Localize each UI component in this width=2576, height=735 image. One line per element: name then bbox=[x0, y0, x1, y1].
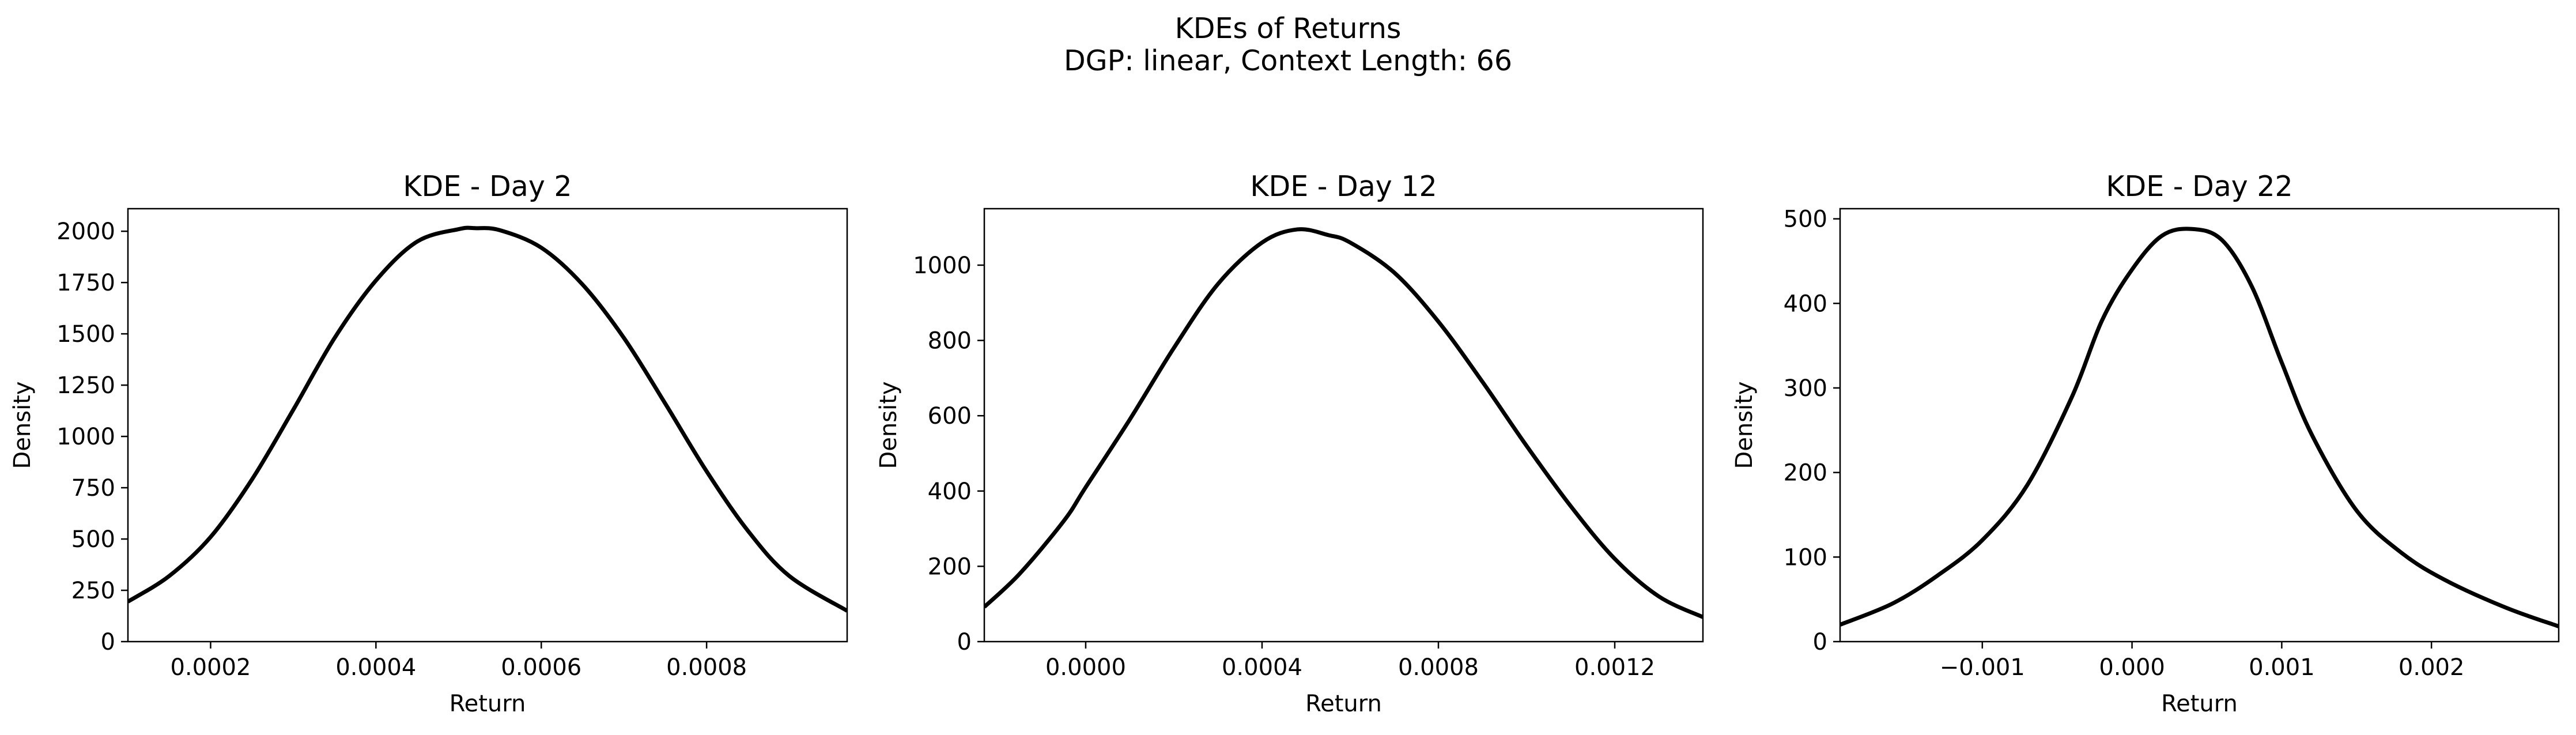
x-tick-label: 0.0008 bbox=[1398, 654, 1479, 681]
y-axis-label: Density bbox=[875, 381, 902, 469]
y-tick-label: 250 bbox=[71, 578, 115, 604]
x-tick-label: 0.002 bbox=[2399, 654, 2465, 681]
kde-curve bbox=[1840, 227, 2559, 628]
y-tick-label: 750 bbox=[71, 475, 115, 502]
x-tick-label: 0.0008 bbox=[666, 654, 747, 681]
x-tick-label: 0.0000 bbox=[1045, 654, 1126, 681]
y-tick-label: 300 bbox=[1784, 375, 1827, 402]
x-tick-label: 0.0004 bbox=[1222, 654, 1302, 681]
x-tick-label: 0.001 bbox=[2249, 654, 2315, 681]
axes-frame bbox=[983, 208, 1704, 643]
subplot-title: KDE - Day 12 bbox=[1250, 170, 1437, 203]
y-tick-label: 1000 bbox=[913, 252, 972, 279]
y-tick-label: 0 bbox=[957, 629, 972, 655]
axes-frame bbox=[1839, 208, 2560, 643]
figure-subtitle: DGP: linear, Context Length: 66 bbox=[1064, 44, 1512, 77]
y-tick-label: 1750 bbox=[56, 270, 115, 296]
y-tick-label: 500 bbox=[71, 526, 115, 553]
y-tick-label: 1500 bbox=[56, 321, 115, 348]
y-tick-label: 800 bbox=[928, 328, 972, 355]
x-tick-label: 0.0002 bbox=[170, 654, 251, 681]
y-tick-label: 200 bbox=[1784, 460, 1827, 487]
subplot-title: KDE - Day 22 bbox=[2106, 170, 2292, 203]
kde-curve bbox=[128, 225, 847, 613]
x-tick-label: 0.000 bbox=[2099, 654, 2165, 681]
y-tick-label: 100 bbox=[1784, 544, 1827, 571]
kde-curve bbox=[984, 227, 1703, 619]
subplot-title: KDE - Day 2 bbox=[403, 170, 572, 203]
axes-frame bbox=[127, 208, 848, 643]
subplot-day-22: −0.001 0.000 0.001 0.002 0 100 200 300 400 500 KDE… bbox=[1731, 170, 2560, 717]
x-tick-label: 0.0012 bbox=[1574, 654, 1655, 681]
y-tick-label: 400 bbox=[1784, 291, 1827, 317]
x-tick-label: 0.0004 bbox=[335, 654, 416, 681]
subplot-day-12: 0.0000 0.0004 0.0008 0.0012 0 200 400 600 800 100… bbox=[875, 170, 1704, 717]
y-tick-label: 0 bbox=[1813, 629, 1827, 655]
y-tick-label: 2000 bbox=[56, 218, 115, 245]
y-tick-label: 0 bbox=[101, 629, 115, 655]
y-tick-label: 1250 bbox=[56, 372, 115, 399]
figure-title: KDEs of Returns bbox=[1175, 12, 1402, 45]
y-tick-label: 400 bbox=[928, 478, 972, 505]
x-axis-label: Return bbox=[1305, 691, 1382, 717]
subplot-day-2: 0.0002 0.0004 0.0006 0.0008 0 250 500 750 1000 12… bbox=[9, 170, 848, 717]
y-tick-label: 1000 bbox=[56, 424, 115, 450]
x-axis-label: Return bbox=[450, 691, 526, 717]
y-tick-label: 600 bbox=[928, 403, 972, 429]
y-axis-label: Density bbox=[1731, 381, 1758, 469]
y-tick-label: 500 bbox=[1784, 206, 1827, 233]
x-tick-label: −0.001 bbox=[1940, 654, 2025, 681]
y-axis-label: Density bbox=[9, 381, 36, 469]
y-tick-label: 200 bbox=[928, 553, 972, 580]
x-tick-label: 0.0006 bbox=[501, 654, 581, 681]
x-axis-label: Return bbox=[2161, 691, 2238, 717]
